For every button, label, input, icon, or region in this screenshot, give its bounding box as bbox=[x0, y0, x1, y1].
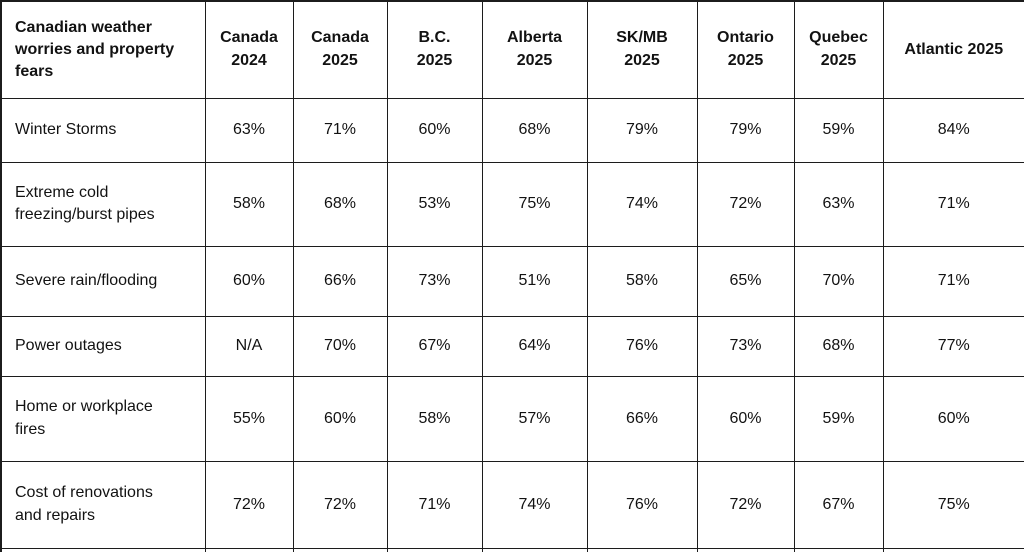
row-label-home-fires: Home or workplace fires bbox=[0, 375, 206, 462]
data-cell: 64% bbox=[481, 315, 588, 377]
data-cell: 58% bbox=[204, 161, 294, 247]
data-cell: 75% bbox=[882, 460, 1024, 549]
row-label-renovations: Cost of renovations and repairs bbox=[0, 460, 206, 549]
data-cell: 60% bbox=[292, 375, 388, 462]
data-cell: 63% bbox=[204, 97, 294, 163]
data-cell: 72% bbox=[292, 460, 388, 549]
data-cell: 71% bbox=[292, 97, 388, 163]
table-row-severe-rain: Severe rain/flooding 60% 66% 73% 51% 58%… bbox=[0, 245, 1024, 317]
data-cell: 71% bbox=[386, 460, 483, 549]
data-cell: 79% bbox=[586, 97, 698, 163]
row-label-power-outages: Power outages bbox=[0, 315, 206, 377]
data-cell: 51% bbox=[481, 245, 588, 317]
data-cell: 59% bbox=[793, 97, 884, 163]
data-cell: 59% bbox=[793, 375, 884, 462]
header-row: Canadian weather worries and property fe… bbox=[0, 0, 1024, 99]
data-cell: 63% bbox=[793, 161, 884, 247]
data-cell: 65% bbox=[696, 245, 795, 317]
data-cell-clipped bbox=[586, 547, 698, 552]
table-row-clipped bbox=[0, 547, 1024, 552]
table-row-power-outages: Power outages N/A 70% 67% 64% 76% 73% 68… bbox=[0, 315, 1024, 377]
column-header-canada-2024: Canada 2024 bbox=[204, 0, 294, 99]
table-row-extreme-cold: Extreme cold freezing/burst pipes 58% 68… bbox=[0, 161, 1024, 247]
column-header-alberta-2025: Alberta 2025 bbox=[481, 0, 588, 99]
column-header-bc-2025: B.C. 2025 bbox=[386, 0, 483, 99]
table-row-winter-storms: Winter Storms 63% 71% 60% 68% 79% 79% 59… bbox=[0, 97, 1024, 163]
table-row-renovations: Cost of renovations and repairs 72% 72% … bbox=[0, 460, 1024, 549]
data-cell: 60% bbox=[386, 97, 483, 163]
data-cell: 70% bbox=[292, 315, 388, 377]
data-cell: 79% bbox=[696, 97, 795, 163]
data-cell-clipped bbox=[793, 547, 884, 552]
data-cell: 60% bbox=[204, 245, 294, 317]
data-cell-clipped bbox=[386, 547, 483, 552]
data-cell: 55% bbox=[204, 375, 294, 462]
data-cell: 58% bbox=[586, 245, 698, 317]
row-label-extreme-cold: Extreme cold freezing/burst pipes bbox=[0, 161, 206, 247]
row-label-severe-rain: Severe rain/flooding bbox=[0, 245, 206, 317]
data-cell: 74% bbox=[586, 161, 698, 247]
data-cell: 76% bbox=[586, 460, 698, 549]
column-header-atlantic-2025: Atlantic 2025 bbox=[882, 0, 1024, 99]
data-cell: 67% bbox=[386, 315, 483, 377]
data-cell: 57% bbox=[481, 375, 588, 462]
data-cell: 75% bbox=[481, 161, 588, 247]
data-cell-clipped bbox=[204, 547, 294, 552]
data-cell: 72% bbox=[696, 460, 795, 549]
table-row-home-fires: Home or workplace fires 55% 60% 58% 57% … bbox=[0, 375, 1024, 462]
column-header-canada-2025: Canada 2025 bbox=[292, 0, 388, 99]
column-header-ontario-2025: Ontario 2025 bbox=[696, 0, 795, 99]
data-cell-clipped bbox=[0, 547, 206, 552]
data-cell-clipped bbox=[292, 547, 388, 552]
data-cell-clipped bbox=[481, 547, 588, 552]
data-cell: 76% bbox=[586, 315, 698, 377]
data-cell: 70% bbox=[793, 245, 884, 317]
data-cell: 72% bbox=[204, 460, 294, 549]
data-cell: 77% bbox=[882, 315, 1024, 377]
data-cell: 67% bbox=[793, 460, 884, 549]
data-cell: 71% bbox=[882, 245, 1024, 317]
data-cell: 72% bbox=[696, 161, 795, 247]
data-cell: 66% bbox=[586, 375, 698, 462]
column-header-skmb-2025: SK/MB 2025 bbox=[586, 0, 698, 99]
row-label-winter-storms: Winter Storms bbox=[0, 97, 206, 163]
data-cell: N/A bbox=[204, 315, 294, 377]
data-cell: 74% bbox=[481, 460, 588, 549]
data-cell-clipped bbox=[882, 547, 1024, 552]
data-cell-clipped bbox=[696, 547, 795, 552]
data-cell: 84% bbox=[882, 97, 1024, 163]
data-cell: 73% bbox=[386, 245, 483, 317]
column-header-quebec-2025: Quebec 2025 bbox=[793, 0, 884, 99]
data-cell: 68% bbox=[481, 97, 588, 163]
data-cell: 66% bbox=[292, 245, 388, 317]
data-cell: 60% bbox=[696, 375, 795, 462]
data-cell: 53% bbox=[386, 161, 483, 247]
data-cell: 60% bbox=[882, 375, 1024, 462]
data-cell: 68% bbox=[292, 161, 388, 247]
data-cell: 68% bbox=[793, 315, 884, 377]
data-cell: 73% bbox=[696, 315, 795, 377]
data-cell: 71% bbox=[882, 161, 1024, 247]
table-title: Canadian weather worries and property fe… bbox=[0, 0, 206, 99]
data-cell: 58% bbox=[386, 375, 483, 462]
